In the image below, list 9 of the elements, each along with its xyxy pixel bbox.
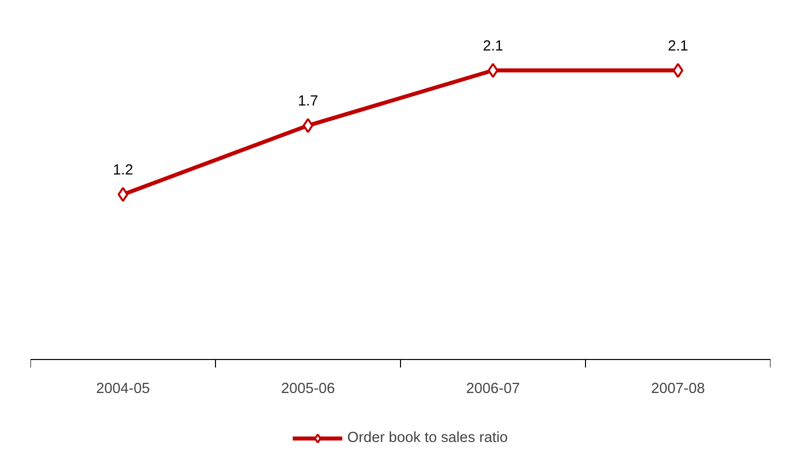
data-label: 1.2 (112, 162, 134, 178)
data-label: 1.7 (298, 94, 318, 110)
data-label: 2.1 (482, 38, 504, 54)
x-tick-label: 2007-08 (651, 380, 705, 397)
data-label: 2.1 (668, 38, 688, 54)
legend-label: Order book to sales ratio (347, 430, 508, 446)
x-tick-label: 2004-05 (96, 380, 150, 397)
x-tick-label: 2006-07 (466, 380, 520, 397)
x-tick-label: 2005-06 (281, 380, 335, 397)
